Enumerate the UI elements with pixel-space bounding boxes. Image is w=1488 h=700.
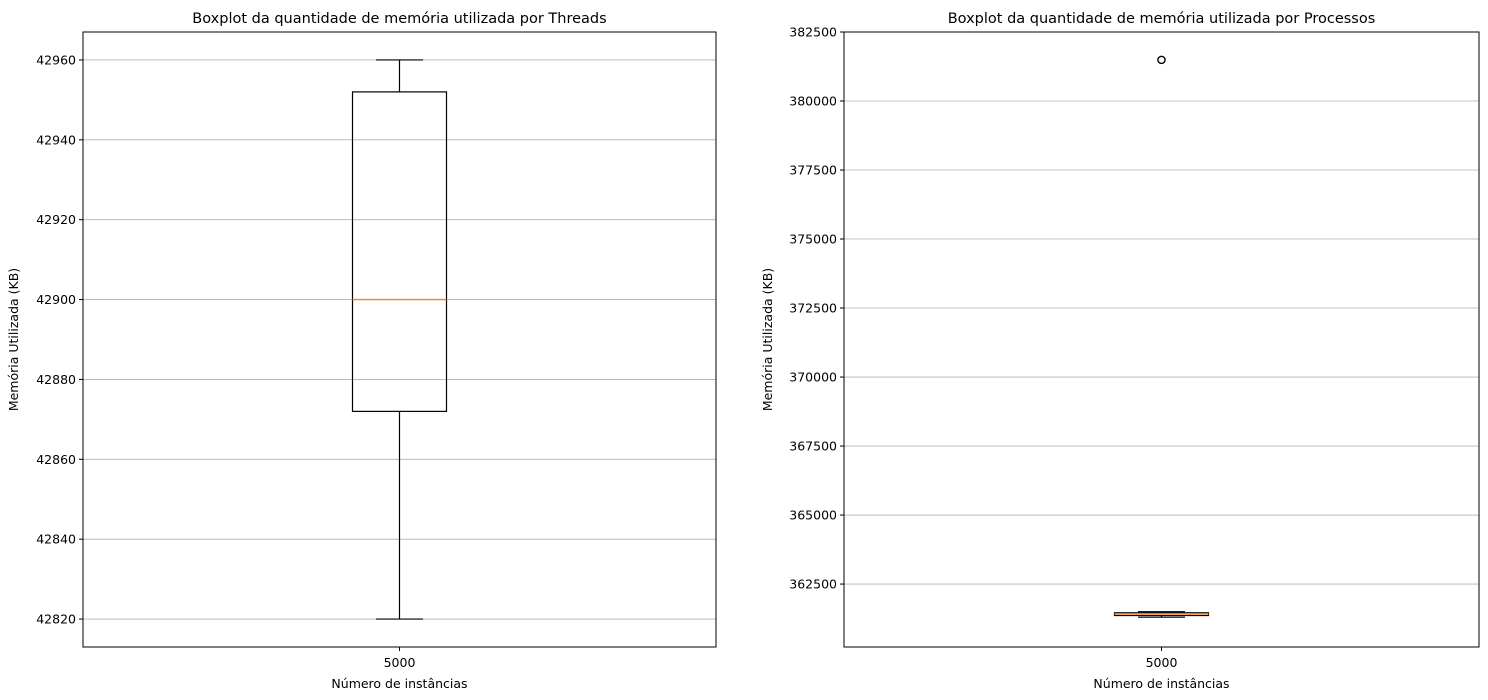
y-axis-label: Memória Utilizada (KB) (760, 268, 775, 411)
y-tick-label: 42900 (36, 292, 76, 307)
iqr-box (351, 91, 448, 412)
y-tick-label: 42920 (36, 212, 76, 227)
y-tick-label: 365000 (789, 508, 837, 523)
x-axis-label: Número de instâncias (331, 676, 467, 691)
box-5000 (1113, 55, 1210, 618)
y-tick-label: 42860 (36, 452, 76, 467)
y-tick-label: 42880 (36, 372, 76, 387)
y-tick-label: 362500 (789, 577, 837, 592)
x-axis-label: Número de instâncias (1093, 676, 1229, 691)
y-tick-label: 375000 (789, 232, 837, 247)
y-tick-label: 367500 (789, 439, 837, 454)
chart-2: 362500 365000 367500 370000 372500 375000 3775… (760, 11, 1480, 691)
y-tick-label: 372500 (789, 301, 837, 316)
y-tick-label: 42940 (36, 132, 76, 147)
y-tick-label: 42840 (36, 532, 76, 547)
y-axis-label: Memória Utilizada (KB) (6, 268, 21, 411)
y-tick-label: 377500 (789, 163, 837, 178)
y-tick-label: 380000 (789, 94, 837, 109)
y-tick-label: 370000 (789, 370, 837, 385)
chart-1: 42820 42840 42860 42880 42900 42920 42940 42960… (6, 11, 717, 691)
x-tick-label: 5000 (1146, 655, 1178, 670)
chart-title: Boxplot da quantidade de memória utiliza… (192, 11, 606, 27)
axes-frame (843, 31, 1480, 648)
x-tick-label: 5000 (384, 655, 416, 670)
chart-title: Boxplot da quantidade de memória utiliza… (948, 11, 1376, 27)
y-tick-label: 42820 (36, 612, 76, 627)
box-5000 (351, 59, 448, 620)
outlier-point (1157, 55, 1166, 65)
y-tick-label: 42960 (36, 52, 76, 67)
y-tick-label: 382500 (789, 25, 837, 40)
